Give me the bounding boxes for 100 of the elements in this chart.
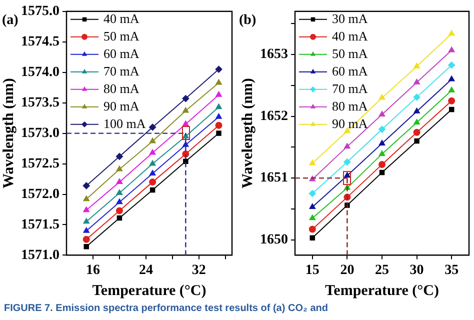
legend-label: 80 mA — [332, 98, 368, 114]
point — [83, 196, 90, 202]
point — [414, 78, 420, 84]
point — [116, 215, 122, 221]
x-tick-label: 20 — [340, 263, 354, 278]
legend-label: 70 mA — [332, 80, 368, 96]
point — [310, 235, 316, 241]
point — [413, 128, 420, 136]
point — [149, 160, 156, 166]
point — [82, 236, 90, 243]
point — [378, 150, 386, 156]
y-tick-label: 1652 — [260, 108, 288, 124]
point — [308, 190, 316, 197]
point — [150, 187, 156, 193]
point — [414, 108, 420, 114]
legend-label: 90 mA — [104, 98, 140, 114]
y-tick-label: 1573.0 — [21, 126, 60, 141]
x-tick-label: 30 — [410, 263, 424, 278]
point — [216, 104, 222, 110]
legend-label: 60 mA — [332, 63, 368, 78]
point — [448, 62, 456, 69]
legend-label: 100 mA — [104, 116, 146, 131]
point — [414, 62, 420, 68]
point — [448, 97, 456, 104]
point — [344, 143, 350, 149]
x-tick-label: 35 — [444, 263, 459, 278]
point — [149, 170, 156, 176]
point — [83, 227, 90, 233]
point — [378, 94, 386, 100]
point — [84, 244, 89, 250]
point — [116, 178, 123, 184]
chart-title: (a) — [2, 13, 19, 28]
x-tick-label: 16 — [86, 263, 100, 278]
y-tick-label: 1572.0 — [21, 186, 60, 202]
legend-label: 30 mA — [332, 10, 368, 26]
point — [378, 110, 386, 116]
y-tick-label: 1651 — [260, 170, 288, 186]
point — [414, 119, 420, 124]
y-tick-label: 1653 — [260, 47, 288, 62]
caption: FIGURE 7. Emission spectra performance test results of (a) CO₂ and — [4, 303, 328, 314]
point — [448, 76, 455, 82]
point — [216, 130, 222, 136]
point — [116, 198, 123, 204]
y-axis-title: Wavelength (nm) — [240, 78, 256, 189]
point — [309, 214, 316, 220]
point — [448, 86, 455, 92]
point — [216, 79, 222, 85]
point — [149, 124, 156, 131]
point — [378, 140, 386, 146]
point — [83, 206, 90, 212]
legend-label: 50 mA — [332, 46, 368, 61]
point — [149, 149, 156, 155]
x-tick-label: 25 — [375, 263, 389, 278]
y-tick-label: 1571.0 — [21, 248, 60, 263]
point — [344, 128, 350, 134]
point — [414, 138, 420, 144]
point — [182, 107, 189, 113]
point — [379, 170, 385, 176]
x-tick-label: 24 — [138, 263, 153, 278]
y-axis-title: Wavelength (nm) — [0, 78, 17, 189]
point — [116, 152, 123, 160]
point — [82, 182, 90, 190]
point — [448, 30, 455, 36]
point — [413, 94, 420, 101]
point — [116, 166, 123, 172]
y-tick-label: 1573.5 — [21, 95, 60, 110]
legend-label: 50 mA — [104, 28, 140, 44]
legend-label: 40 mA — [104, 10, 140, 26]
point — [215, 122, 222, 129]
point — [216, 91, 222, 97]
x-axis-title: Temperature (°C) — [325, 282, 439, 299]
point — [308, 226, 316, 233]
y-tick-label: 1650 — [260, 232, 288, 248]
point — [344, 158, 351, 166]
point — [215, 66, 222, 73]
point — [378, 126, 386, 133]
point — [149, 178, 156, 186]
legend-label: 80 mA — [104, 80, 140, 96]
legend-label: 60 mA — [104, 46, 140, 61]
point — [378, 160, 386, 168]
point — [448, 46, 455, 52]
point — [216, 113, 222, 119]
x-tick-label: 32 — [192, 263, 206, 278]
y-tick-label: 1575.0 — [21, 4, 60, 20]
point — [182, 120, 189, 126]
legend-label: 40 mA — [332, 28, 368, 44]
point — [116, 207, 123, 214]
point — [309, 160, 316, 166]
point — [83, 218, 90, 224]
x-tick-label: 15 — [305, 263, 320, 278]
y-tick-label: 1571.5 — [21, 217, 60, 232]
point — [116, 190, 123, 196]
chart-title: (b) — [239, 13, 256, 28]
legend-label: 70 mA — [104, 63, 140, 78]
point — [309, 204, 316, 210]
y-tick-label: 1574.0 — [21, 64, 60, 80]
point — [182, 95, 190, 102]
point — [149, 138, 156, 144]
point — [448, 106, 454, 112]
x-axis-title: Temperature (°C) — [92, 282, 206, 299]
